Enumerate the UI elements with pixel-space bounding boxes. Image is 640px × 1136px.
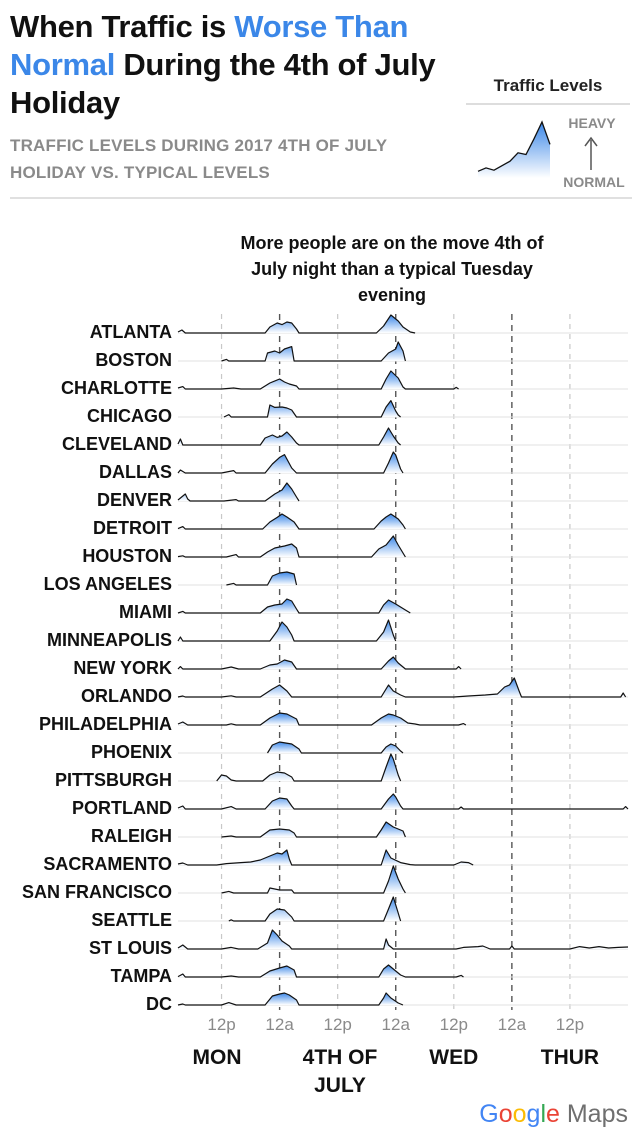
ridge-line-los-angeles-0 xyxy=(226,571,298,586)
chart-title: When Traffic is Worse Than Normal During… xyxy=(10,9,436,120)
ridge-line-philadelphia-0 xyxy=(177,712,467,726)
google-maps-logo: Google Maps xyxy=(479,1100,628,1128)
ridge-area-los-angeles-0 xyxy=(226,572,297,585)
city-label-dc: DC xyxy=(146,994,172,1014)
ridge-area-portland-0 xyxy=(178,794,628,809)
legend-divider xyxy=(466,103,630,105)
x-tick-label: 12a xyxy=(381,1015,410,1034)
ridge-line-boston-0 xyxy=(221,341,406,362)
ridge-line-cleveland-0 xyxy=(177,427,401,446)
ridge-area-phoenix-0 xyxy=(267,742,403,753)
city-label-seattle: SEATTLE xyxy=(91,910,172,930)
legend-line xyxy=(477,120,551,172)
ridge-line-phoenix-0 xyxy=(266,741,404,754)
ridge-area-minneapolis-0 xyxy=(178,620,396,641)
x-tick-label: 12p xyxy=(555,1015,585,1034)
day-label-wed: WED xyxy=(429,1046,479,1069)
ridge-line-st-louis-0 xyxy=(177,929,629,950)
ridge-line-detroit-0 xyxy=(177,513,406,530)
day-label-mon: MON xyxy=(192,1046,242,1069)
x-tick-label: 12p xyxy=(323,1015,352,1034)
ridge-line-miami-0 xyxy=(177,598,411,614)
day-label-4th-of-july: 4TH OF JULY xyxy=(302,1046,378,1097)
ridge-area-chicago-0 xyxy=(224,400,401,417)
city-label-chicago: CHICAGO xyxy=(87,406,172,426)
city-label-portland: PORTLAND xyxy=(72,798,172,818)
ridge-area-philadelphia-0 xyxy=(178,713,466,725)
city-label-charlotte: CHARLOTTE xyxy=(61,378,172,398)
ridge-area-denver-0 xyxy=(178,483,299,501)
ridge-line-tampa-0 xyxy=(177,964,464,978)
legend-area xyxy=(478,122,550,178)
ridge-area-sacramento-0 xyxy=(178,850,474,865)
city-label-dallas: DALLAS xyxy=(99,462,172,482)
ridge-line-new-york-0 xyxy=(177,656,462,670)
ridge-area-san-francisco-0 xyxy=(221,866,406,893)
chart-subtitle: TRAFFIC LEVELS DURING 2017 4TH OF JULY H… xyxy=(10,136,387,182)
city-label-los-angeles: LOS ANGELES xyxy=(43,574,172,594)
ridge-line-sacramento-0 xyxy=(177,849,474,866)
ridge-line-dallas-0 xyxy=(177,451,404,474)
ridge-line-minneapolis-0 xyxy=(177,619,397,642)
ridge-area-houston-0 xyxy=(178,536,406,557)
title-highlight: Worse Than Normal xyxy=(10,9,409,82)
ridge-line-charlotte-0 xyxy=(177,370,459,390)
city-label-orlando: ORLANDO xyxy=(81,686,172,706)
ridge-line-houston-0 xyxy=(177,535,406,558)
city-label-phoenix: PHOENIX xyxy=(90,742,172,762)
header-divider xyxy=(10,197,632,199)
city-label-cleveland: CLEVELAND xyxy=(61,434,172,454)
city-label-st-louis: ST LOUIS xyxy=(88,938,172,958)
x-tick-label: 12a xyxy=(497,1015,527,1034)
ridge-area-dallas-0 xyxy=(178,452,403,473)
x-tick-label: 12p xyxy=(207,1015,236,1034)
ridge-area-charlotte-0 xyxy=(178,371,459,389)
ridge-line-orlando-0 xyxy=(177,677,627,698)
ridge-area-new-york-0 xyxy=(178,657,462,669)
city-label-pittsburgh: PITTSBURGH xyxy=(55,770,172,790)
legend-title: Traffic Levels xyxy=(493,76,603,95)
ridge-line-atlanta-0 xyxy=(177,314,416,334)
ridge-line-denver-0 xyxy=(177,482,300,502)
ridge-area-cleveland-0 xyxy=(178,428,401,445)
legend-arrow-icon xyxy=(584,136,598,147)
city-label-detroit: DETROIT xyxy=(93,518,172,538)
city-label-atlanta: ATLANTA xyxy=(89,322,172,342)
city-label-boston: BOSTON xyxy=(95,350,172,370)
ridge-line-chicago-0 xyxy=(223,400,401,418)
city-label-sacramento: SACRAMENTO xyxy=(43,854,172,874)
ridge-line-raleigh-0 xyxy=(221,821,406,838)
ridge-area-detroit-0 xyxy=(178,514,406,529)
city-label-miami: MIAMI xyxy=(119,602,172,622)
city-label-houston: HOUSTON xyxy=(82,546,172,566)
x-tick-label: 12p xyxy=(439,1015,468,1034)
city-label-minneapolis: MINNEAPOLIS xyxy=(46,630,172,650)
city-label-raleigh: RALEIGH xyxy=(91,826,172,846)
ridge-area-seattle-0 xyxy=(228,897,401,921)
legend-normal-label: NORMAL xyxy=(563,174,625,190)
ridge-area-dc-0 xyxy=(178,993,403,1005)
city-label-san-francisco: SAN FRANCISCO xyxy=(21,882,172,902)
ridge-line-portland-0 xyxy=(177,793,629,810)
legend-chart xyxy=(477,120,598,178)
ridge-line-pittsburgh-0 xyxy=(216,753,402,782)
ridge-area-st-louis-0 xyxy=(178,930,628,949)
ridge-line-dc-0 xyxy=(177,992,404,1006)
day-label-thur: THUR xyxy=(540,1046,600,1069)
ridge-line-seattle-0 xyxy=(228,896,402,922)
x-tick-label: 12a xyxy=(265,1015,294,1034)
ridge-area-boston-0 xyxy=(221,342,406,361)
legend-heavy-label: HEAVY xyxy=(568,115,616,131)
ridge-line-san-francisco-0 xyxy=(221,865,406,894)
city-label-tampa: TAMPA xyxy=(110,966,172,986)
city-label-philadelphia: PHILADELPHIA xyxy=(38,714,172,734)
ridge-area-raleigh-0 xyxy=(221,822,406,837)
city-label-new-york: NEW YORK xyxy=(73,658,172,678)
chart-annotation: More people are on the move 4th of July … xyxy=(240,233,544,305)
ridge-area-tampa-0 xyxy=(178,965,464,977)
city-label-denver: DENVER xyxy=(96,490,172,510)
ridge-area-orlando-0 xyxy=(178,678,626,697)
ridge-area-pittsburgh-0 xyxy=(216,754,401,781)
